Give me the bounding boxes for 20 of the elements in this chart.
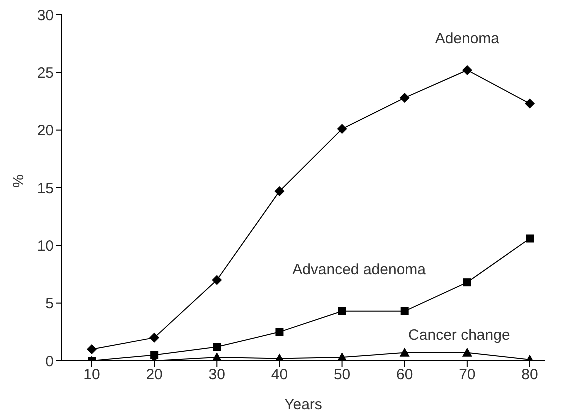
y-tick-label: 15 [37,180,54,198]
x-tick-label: 40 [271,366,288,384]
x-tick-label: 10 [84,366,100,384]
y-tick-label: 20 [37,122,54,140]
series-label: Cancer change [408,326,510,344]
series-label: Advanced adenoma [292,261,427,278]
x-tick-label: 20 [146,366,163,384]
y-tick-label: 30 [37,7,54,24]
y-tick-label: 5 [46,296,54,313]
y-tick-label: 0 [46,353,54,370]
y-tick-label: 10 [37,238,54,255]
y-axis-title: % [10,174,28,188]
x-tick-label: 30 [208,366,226,384]
x-tick-label: 60 [396,366,414,384]
y-tick-label: 25 [37,64,54,82]
x-tick-label: 50 [334,366,351,384]
series-label: Adenoma [435,30,500,48]
x-tick-label: 70 [459,366,476,384]
x-tick-label: 80 [522,366,538,384]
x-axis-title: Years [284,396,322,414]
